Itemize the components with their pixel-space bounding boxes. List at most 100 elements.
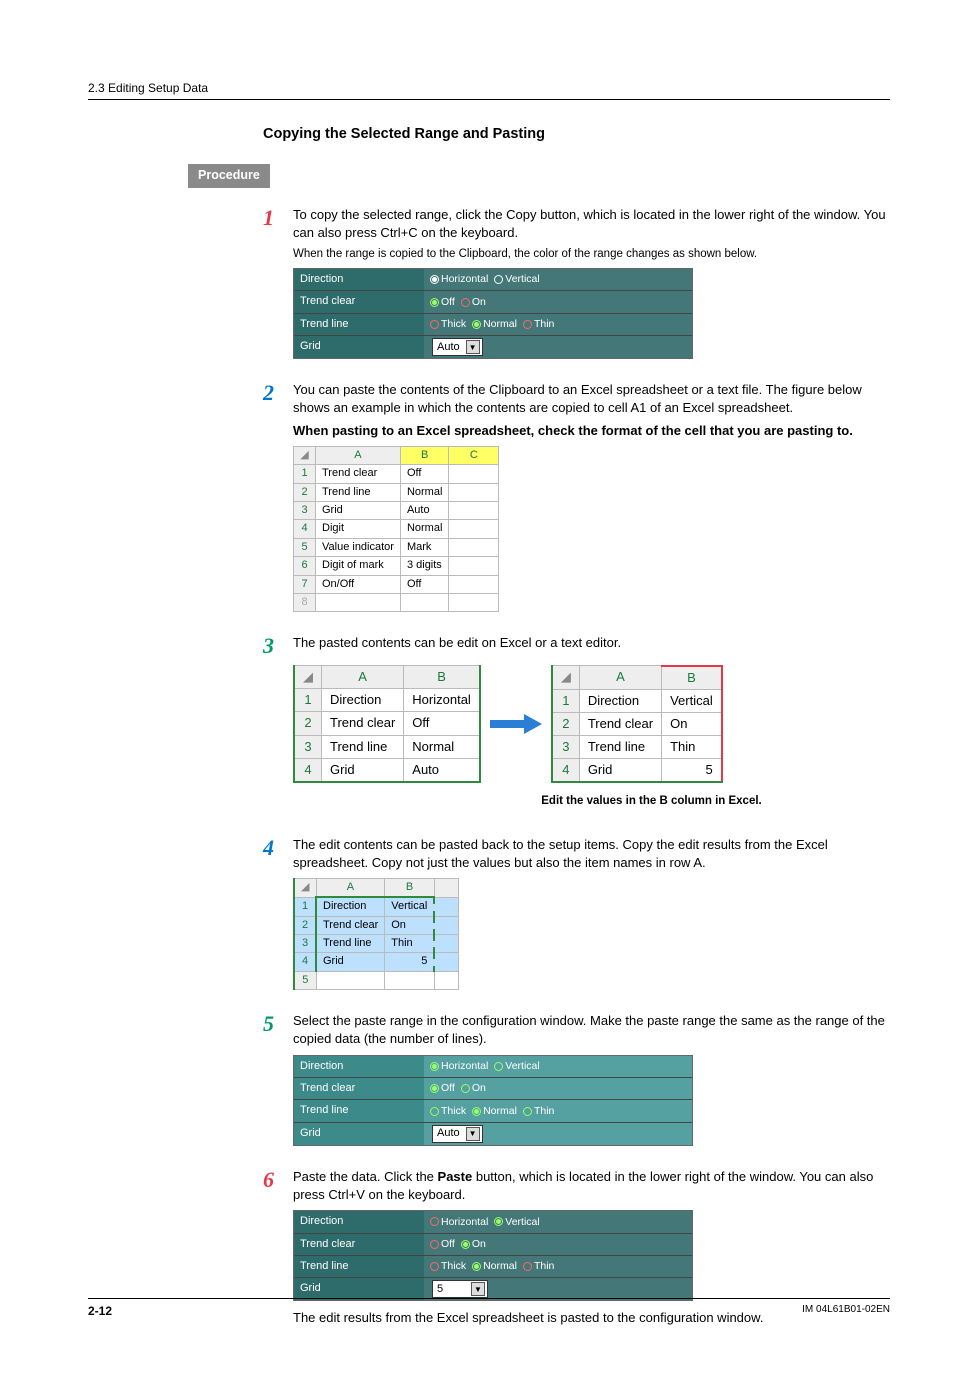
chevron-down-icon[interactable]: ▼ bbox=[466, 340, 480, 354]
cell: Vertical bbox=[385, 897, 435, 916]
xl-col-C: C bbox=[449, 446, 499, 464]
opt-off: Off bbox=[441, 1237, 455, 1252]
xl-corner: ◢ bbox=[294, 446, 316, 464]
step1-text-1: To copy the selected range, click the Co… bbox=[293, 206, 890, 242]
step2-text-2: When pasting to an Excel spreadsheet, ch… bbox=[293, 422, 890, 440]
cell: 3 digits bbox=[400, 557, 448, 575]
cell: Thin bbox=[662, 736, 722, 759]
opt-vertical: Vertical bbox=[505, 1215, 539, 1230]
cfg-label-grid: Grid bbox=[294, 1123, 424, 1145]
cell: Vertical bbox=[662, 689, 722, 712]
cfg-val-trendline[interactable]: Thick Normal Thin bbox=[424, 1100, 692, 1121]
page: 2.3 Editing Setup Data Copying the Selec… bbox=[0, 0, 954, 1378]
cell: Value indicator bbox=[316, 538, 401, 556]
cfg-label-grid: Grid bbox=[294, 336, 424, 358]
excel-table-small: ◢ A B C 1Trend clearOff 2Trend lineNorma… bbox=[293, 446, 499, 613]
config-panel-1: Direction Horizontal Vertical Trend clea… bbox=[293, 268, 693, 359]
cell: Direction bbox=[316, 897, 385, 916]
cell: Grid bbox=[316, 501, 401, 519]
xl-col-B: B bbox=[385, 878, 435, 897]
grid-select[interactable]: Auto ▼ bbox=[432, 338, 483, 356]
cfg-val-grid[interactable]: 5 ▼ bbox=[424, 1278, 692, 1300]
cfg-val-trendclear[interactable]: Off On bbox=[424, 1078, 692, 1099]
cell: Grid bbox=[322, 758, 404, 782]
step-1: 1 To copy the selected range, click the … bbox=[263, 206, 890, 366]
step5-text-1: Select the paste range in the configurat… bbox=[293, 1012, 890, 1048]
cell: 5 bbox=[662, 759, 722, 783]
step4-text-1: The edit contents can be pasted back to … bbox=[293, 836, 890, 872]
cfg-val-trendline[interactable]: Thick Normal Thin bbox=[424, 314, 692, 335]
cfg-label-direction: Direction bbox=[294, 1056, 424, 1077]
cfg-val-trendline[interactable]: Thick Normal Thin bbox=[424, 1256, 692, 1277]
opt-horizontal: Horizontal bbox=[441, 1215, 488, 1230]
config-panel-5: Direction Horizontal Vertical Trend clea… bbox=[293, 1055, 693, 1146]
cfg-label-trendclear: Trend clear bbox=[294, 1234, 424, 1255]
opt-thick: Thick bbox=[441, 1104, 466, 1119]
cell: Trend line bbox=[316, 935, 385, 953]
procedure-badge: Procedure bbox=[188, 164, 270, 188]
cfg-label-direction: Direction bbox=[294, 269, 424, 290]
paired-tables: ◢AB 1DirectionHorizontal 2Trend clearOff… bbox=[293, 659, 890, 790]
cell: Mark bbox=[400, 538, 448, 556]
opt-thin: Thin bbox=[534, 1104, 554, 1119]
cell: Trend line bbox=[322, 735, 404, 758]
cfg-label-trendclear: Trend clear bbox=[294, 291, 424, 312]
cell: On bbox=[385, 916, 435, 934]
step-5: 5 Select the paste range in the configur… bbox=[263, 1012, 890, 1152]
xl-col-A: A bbox=[579, 666, 661, 690]
cfg-val-direction[interactable]: Horizontal Vertical bbox=[424, 1211, 692, 1232]
chevron-down-icon[interactable]: ▼ bbox=[471, 1282, 485, 1296]
cell: Auto bbox=[404, 758, 480, 782]
cfg-val-grid[interactable]: Auto ▼ bbox=[424, 1123, 692, 1145]
cell: Direction bbox=[579, 689, 661, 712]
cell: Trend clear bbox=[322, 712, 404, 735]
cfg-val-trendclear[interactable]: Off On bbox=[424, 291, 692, 312]
grid-select[interactable]: 5 ▼ bbox=[432, 1280, 488, 1298]
opt-vertical: Vertical bbox=[505, 1059, 539, 1074]
excel-left: ◢AB 1DirectionHorizontal 2Trend clearOff… bbox=[293, 665, 481, 783]
opt-thick: Thick bbox=[441, 1259, 466, 1274]
cfg-val-trendclear[interactable]: Off On bbox=[424, 1234, 692, 1255]
chevron-down-icon[interactable]: ▼ bbox=[466, 1127, 480, 1141]
step-4: 4 The edit contents can be pasted back t… bbox=[263, 836, 890, 997]
config-panel-6: Direction Horizontal Vertical Trend clea… bbox=[293, 1210, 693, 1301]
cfg-val-direction[interactable]: Horizontal Vertical bbox=[424, 269, 692, 290]
cell: Off bbox=[404, 712, 480, 735]
xl-col-A: A bbox=[322, 666, 404, 689]
cell: Grid bbox=[316, 953, 385, 971]
step-number-2: 2 bbox=[263, 381, 293, 404]
xl-col-B: B bbox=[400, 446, 448, 464]
page-number: 2-12 bbox=[88, 1303, 112, 1320]
cell: Grid bbox=[579, 759, 661, 783]
excel-right: ◢AB 1DirectionVertical 2Trend clearOn 3T… bbox=[551, 665, 723, 784]
cell: Horizontal bbox=[404, 689, 480, 712]
cell: Trend line bbox=[579, 736, 661, 759]
cfg-label-direction: Direction bbox=[294, 1211, 424, 1232]
opt-on: On bbox=[472, 295, 486, 310]
step1-text-2: When the range is copied to the Clipboar… bbox=[293, 246, 890, 262]
xl-col-A: A bbox=[316, 446, 401, 464]
opt-on: On bbox=[472, 1237, 486, 1252]
cell: Trend clear bbox=[316, 916, 385, 934]
opt-vertical: Vertical bbox=[505, 272, 539, 287]
cell: Off bbox=[400, 465, 448, 483]
section-title: Copying the Selected Range and Pasting bbox=[263, 124, 890, 144]
grid-select[interactable]: Auto ▼ bbox=[432, 1125, 483, 1143]
cell: Normal bbox=[400, 520, 448, 538]
step6-text-1: Paste the data. Click the Paste button, … bbox=[293, 1168, 890, 1204]
step-number-4: 4 bbox=[263, 836, 293, 859]
arrow-icon bbox=[481, 712, 551, 736]
cell: Direction bbox=[322, 689, 404, 712]
step-number-6: 6 bbox=[263, 1168, 293, 1191]
opt-thin: Thin bbox=[534, 317, 554, 332]
opt-thin: Thin bbox=[534, 1259, 554, 1274]
cfg-val-direction[interactable]: Horizontal Vertical bbox=[424, 1056, 692, 1077]
cfg-val-grid[interactable]: Auto ▼ bbox=[424, 336, 692, 358]
xl-col-B: B bbox=[662, 666, 722, 690]
opt-normal: Normal bbox=[483, 317, 517, 332]
cfg-label-trendline: Trend line bbox=[294, 1256, 424, 1277]
grid-value: 5 bbox=[437, 1282, 465, 1297]
cell: Normal bbox=[404, 735, 480, 758]
cell: Auto bbox=[400, 501, 448, 519]
excel-step4: ◢AB 1DirectionVertical 2Trend clearOn 3T… bbox=[293, 878, 459, 990]
